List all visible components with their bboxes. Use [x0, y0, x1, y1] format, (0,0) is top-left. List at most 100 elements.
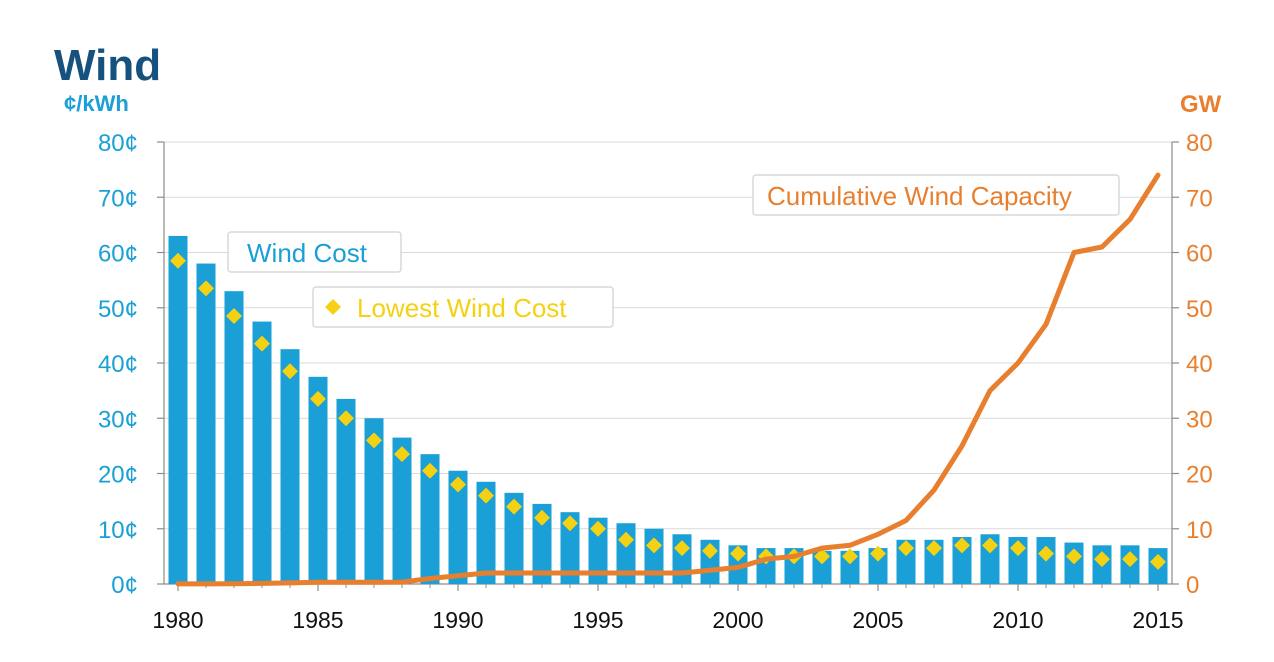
- legend-lowest-box: [312, 286, 614, 328]
- right-tick-label: 70: [1186, 185, 1213, 212]
- legend-capacity-box: [752, 174, 1120, 216]
- lowest-cost-marker: [534, 509, 550, 526]
- lowest-cost-marker: [366, 432, 382, 449]
- legend-wind-cost-box: [227, 231, 402, 273]
- x-axis-ticks: 1980 1985 1990 1995 2000 2005 2010 2015: [152, 584, 1184, 633]
- left-tick-label: 20¢: [98, 462, 138, 489]
- lowest-cost-marker: [450, 476, 466, 493]
- wind-cost-bar: [364, 418, 384, 584]
- lowest-cost-marker: [926, 540, 942, 557]
- legend-diamond-icon: [325, 299, 341, 315]
- wind-cost-bar: [532, 503, 552, 584]
- x-tick-label: 1980: [152, 607, 203, 633]
- x-tick-label: 1985: [292, 607, 343, 633]
- wind-cost-bars: [168, 235, 1168, 585]
- wind-cost-bar: [504, 492, 524, 584]
- legend-wind-cost: Wind Cost: [227, 231, 402, 273]
- left-tick-label: 30¢: [98, 406, 138, 433]
- chart-title: Wind: [54, 41, 161, 90]
- capacity-line: [175, 172, 1161, 587]
- wind-cost-bar: [420, 454, 440, 584]
- lowest-cost-marker: [310, 390, 326, 407]
- lowest-cost-marker: [506, 498, 522, 515]
- left-tick-label: 60¢: [98, 241, 138, 268]
- right-tick-label: 40: [1186, 351, 1213, 378]
- lowest-cost-marker: [394, 446, 410, 463]
- wind-cost-bar: [588, 517, 608, 584]
- right-axis-ticks: 0 10 20 30 40 50 60 70 80: [1172, 130, 1213, 599]
- wind-cost-bar: [560, 512, 580, 584]
- left-tick-label: 40¢: [98, 351, 138, 378]
- legend-lowest-label: Lowest Wind Cost: [357, 293, 567, 323]
- lowest-cost-marker: [590, 520, 606, 537]
- wind-cost-bar: [868, 548, 888, 584]
- lowest-cost-marker: [674, 540, 690, 557]
- right-tick-label: 80: [1186, 130, 1213, 157]
- legend-lowest-wind-cost: Lowest Wind Cost: [312, 286, 614, 328]
- lowest-cost-marker: [1094, 551, 1110, 568]
- lowest-cost-marker: [170, 252, 186, 269]
- wind-cost-bar: [252, 321, 272, 584]
- left-tick-label: 0¢: [111, 572, 138, 599]
- lowest-cost-marker: [338, 410, 354, 427]
- lowest-cost-marker: [198, 280, 214, 297]
- right-tick-label: 60: [1186, 241, 1213, 268]
- right-axis-unit: GW: [1180, 91, 1222, 118]
- lowest-cost-marker: [618, 531, 634, 548]
- right-tick-label: 50: [1186, 296, 1213, 323]
- lowest-cost-marker: [982, 537, 998, 554]
- lowest-cost-marker: [478, 487, 494, 504]
- x-tick-label: 2005: [852, 607, 903, 633]
- legend-capacity-label: Cumulative Wind Capacity: [767, 181, 1072, 211]
- right-tick-label: 20: [1186, 462, 1213, 489]
- left-axis-unit: ¢/kWh: [64, 91, 129, 116]
- capacity-line-layer: [175, 172, 1161, 587]
- x-tick-label: 1990: [432, 607, 483, 633]
- legend-capacity: Cumulative Wind Capacity: [752, 174, 1120, 216]
- left-tick-label: 10¢: [98, 517, 138, 544]
- wind-cost-bar: [196, 263, 216, 584]
- right-tick-label: 0: [1186, 572, 1199, 599]
- left-tick-label: 70¢: [98, 185, 138, 212]
- x-tick-label: 1995: [572, 607, 623, 633]
- x-tick-label: 2015: [1132, 607, 1183, 633]
- lowest-cost-marker: [562, 515, 578, 532]
- lowest-cost-marker: [254, 335, 270, 352]
- lowest-cost-marker: [226, 308, 242, 325]
- lowest-cost-marker: [870, 545, 886, 562]
- legend-wind-cost-label: Wind Cost: [247, 238, 368, 268]
- lowest-cost-marker: [422, 462, 438, 479]
- lowest-cost-marker: [646, 537, 662, 554]
- lowest-cost-marker: [1150, 553, 1166, 570]
- wind-cost-bar: [392, 437, 412, 584]
- lowest-cost-marker: [842, 548, 858, 565]
- x-tick-label: 2010: [992, 607, 1043, 633]
- lowest-cost-marker: [814, 548, 830, 565]
- wind-cost-bar: [644, 528, 664, 584]
- lowest-cost-marker: [954, 537, 970, 554]
- lowest-cost-marker: [1122, 551, 1138, 568]
- lowest-cost-marker: [702, 542, 718, 559]
- left-tick-label: 80¢: [98, 130, 138, 157]
- wind-cost-bar: [168, 235, 188, 585]
- lowest-cost-marker: [1038, 545, 1054, 562]
- lowest-cost-markers: [170, 252, 1166, 570]
- lowest-cost-marker: [282, 363, 298, 380]
- left-axis-ticks: 0¢ 10¢ 20¢ 30¢ 40¢ 50¢ 60¢ 70¢ 80¢: [98, 130, 164, 599]
- x-tick-label: 2000: [712, 607, 763, 633]
- wind-cost-bar: [952, 537, 972, 584]
- lowest-cost-marker: [730, 545, 746, 562]
- right-tick-label: 10: [1186, 517, 1213, 544]
- lowest-cost-marker: [1066, 548, 1082, 565]
- wind-cost-bar: [448, 470, 468, 584]
- lowest-cost-marker: [898, 540, 914, 557]
- wind-cost-bar: [476, 481, 496, 584]
- right-tick-label: 30: [1186, 406, 1213, 433]
- wind-cost-bar: [280, 349, 300, 584]
- lowest-cost-marker: [1010, 540, 1026, 557]
- left-tick-label: 50¢: [98, 296, 138, 323]
- wind-cost-bar: [224, 291, 244, 584]
- wind-cost-bar: [336, 398, 356, 584]
- wind-cost-bar: [308, 376, 328, 584]
